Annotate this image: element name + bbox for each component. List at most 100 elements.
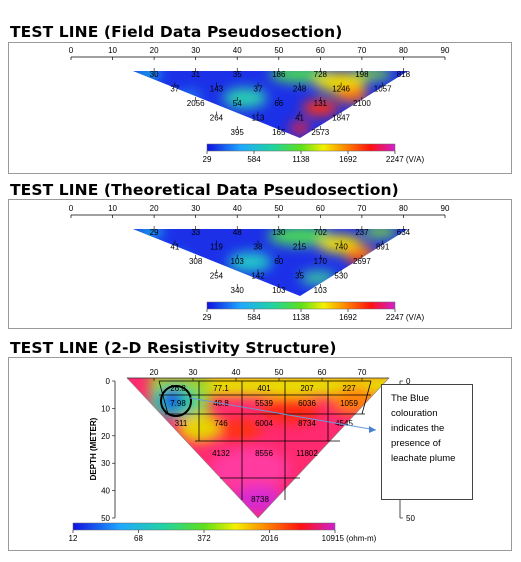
datum-label: 2056 (187, 99, 205, 108)
datum-label: 60 (274, 257, 283, 266)
datum-label: 37 (254, 85, 263, 94)
datum-label: 103 (272, 286, 286, 295)
y-tick-label-left: 40 (101, 487, 110, 496)
datum-label: 35 (295, 272, 304, 281)
datum-label: 30 (150, 70, 159, 79)
cell-value: 5539 (255, 399, 273, 408)
cell-value: 26.8 (170, 384, 186, 393)
x-tick-label: 0 (69, 46, 74, 55)
field-contour-fill (133, 71, 408, 138)
x-tick-label: 80 (399, 204, 408, 213)
datum-label: 38 (254, 243, 263, 252)
cell-value: 77.1 (213, 384, 229, 393)
datum-label: 248 (293, 85, 307, 94)
datum-label: 103 (231, 257, 245, 266)
datum-label: 48 (233, 228, 242, 237)
datum-label: 33 (191, 228, 200, 237)
x-tick-label: 50 (274, 46, 283, 55)
y-tick-label-left: 20 (101, 432, 110, 441)
datum-label: 131 (314, 99, 328, 108)
datum-label: 198 (355, 70, 369, 79)
cell-value: 8556 (255, 449, 273, 458)
datum-label: 41 (295, 114, 304, 123)
datum-label: 37 (170, 85, 179, 94)
x-tick-label: 40 (233, 204, 242, 213)
grid-line (361, 380, 372, 415)
x-tick-label: 50 (274, 204, 283, 213)
cell-value: 4545 (335, 419, 353, 428)
colorbar (206, 301, 396, 310)
x-tick-label: 0 (69, 204, 74, 213)
x-tick-label: 30 (189, 368, 198, 377)
colorbar-label: 10915 (ohm-m) (322, 534, 377, 543)
datum-label: 237 (355, 228, 369, 237)
annotation-box: The Blue colouration indicates the prese… (381, 384, 473, 500)
leachate-highlight-circle (160, 385, 192, 417)
datum-label: 41 (170, 243, 179, 252)
colorbar-label: 584 (247, 313, 261, 322)
y-tick-label-left: 50 (101, 514, 110, 523)
datum-label: 1847 (332, 114, 350, 123)
datum-label: 340 (231, 286, 245, 295)
colorbar-label: 2247 (V/A) (386, 313, 425, 322)
y-tick-label-right: 50 (406, 514, 415, 523)
x-tick-label: 30 (191, 204, 200, 213)
datum-label: 215 (293, 243, 307, 252)
cell-value: 227 (342, 384, 356, 393)
cell-value: 11802 (296, 449, 318, 458)
datum-label: 142 (251, 272, 265, 281)
y-tick-label-left: 10 (101, 404, 110, 413)
datum-label: 1246 (332, 85, 350, 94)
colorbar (206, 143, 396, 152)
datum-label: 1057 (374, 85, 392, 94)
datum-label: 35 (233, 70, 242, 79)
cell-value: 4132 (212, 449, 230, 458)
cell-value: 6036 (298, 399, 316, 408)
cell-value: 6004 (255, 419, 273, 428)
x-tick-label: 80 (399, 46, 408, 55)
datum-label: 702 (314, 228, 328, 237)
colorbar-label: 1692 (339, 155, 357, 164)
datum-label: 186 (272, 70, 286, 79)
cell-value: 7.98 (170, 399, 186, 408)
colorbar-label: 12 (69, 534, 78, 543)
x-tick-label: 10 (108, 46, 117, 55)
x-tick-label: 90 (441, 46, 450, 55)
colorbar-label: 29 (203, 155, 212, 164)
y-tick-label-left: 30 (101, 459, 110, 468)
x-tick-label: 20 (150, 46, 159, 55)
colorbar-label: 1692 (339, 313, 357, 322)
datum-label: 2697 (353, 257, 371, 266)
colorbar-label: 1138 (292, 313, 310, 322)
datum-label: 728 (314, 70, 328, 79)
theoretical-section-title: TEST LINE (Theoretical Data Pseudosectio… (10, 181, 399, 199)
cell-value: 746 (214, 419, 228, 428)
colorbar-label: 1138 (292, 155, 310, 164)
theoretical-contour-fill (133, 229, 408, 296)
field-section-title: TEST LINE (Field Data Pseudosection) (10, 23, 343, 41)
x-tick-label: 10 (108, 204, 117, 213)
datum-label: 66 (274, 99, 283, 108)
structure-section-title: TEST LINE (2-D Resistivity Structure) (10, 339, 337, 357)
datum-label: 634 (397, 228, 411, 237)
annotation-pointer (189, 397, 377, 431)
x-tick-label: 60 (316, 46, 325, 55)
x-tick-label: 30 (191, 46, 200, 55)
datum-label: 143 (210, 85, 224, 94)
datum-label: 29 (150, 228, 159, 237)
colorbar-label: 584 (247, 155, 261, 164)
colorbar-label: 29 (203, 313, 212, 322)
datum-label: 130 (272, 228, 286, 237)
datum-label: 54 (233, 99, 242, 108)
x-tick-label: 40 (232, 368, 241, 377)
x-tick-label: 50 (275, 368, 284, 377)
colorbar (72, 522, 336, 531)
datum-label: 308 (189, 257, 203, 266)
x-tick-label: 70 (357, 204, 366, 213)
cell-value: 311 (175, 419, 188, 428)
datum-label: 2100 (353, 99, 371, 108)
x-tick-label: 60 (318, 368, 327, 377)
cell-value: 207 (300, 384, 314, 393)
datum-label: 170 (314, 257, 328, 266)
